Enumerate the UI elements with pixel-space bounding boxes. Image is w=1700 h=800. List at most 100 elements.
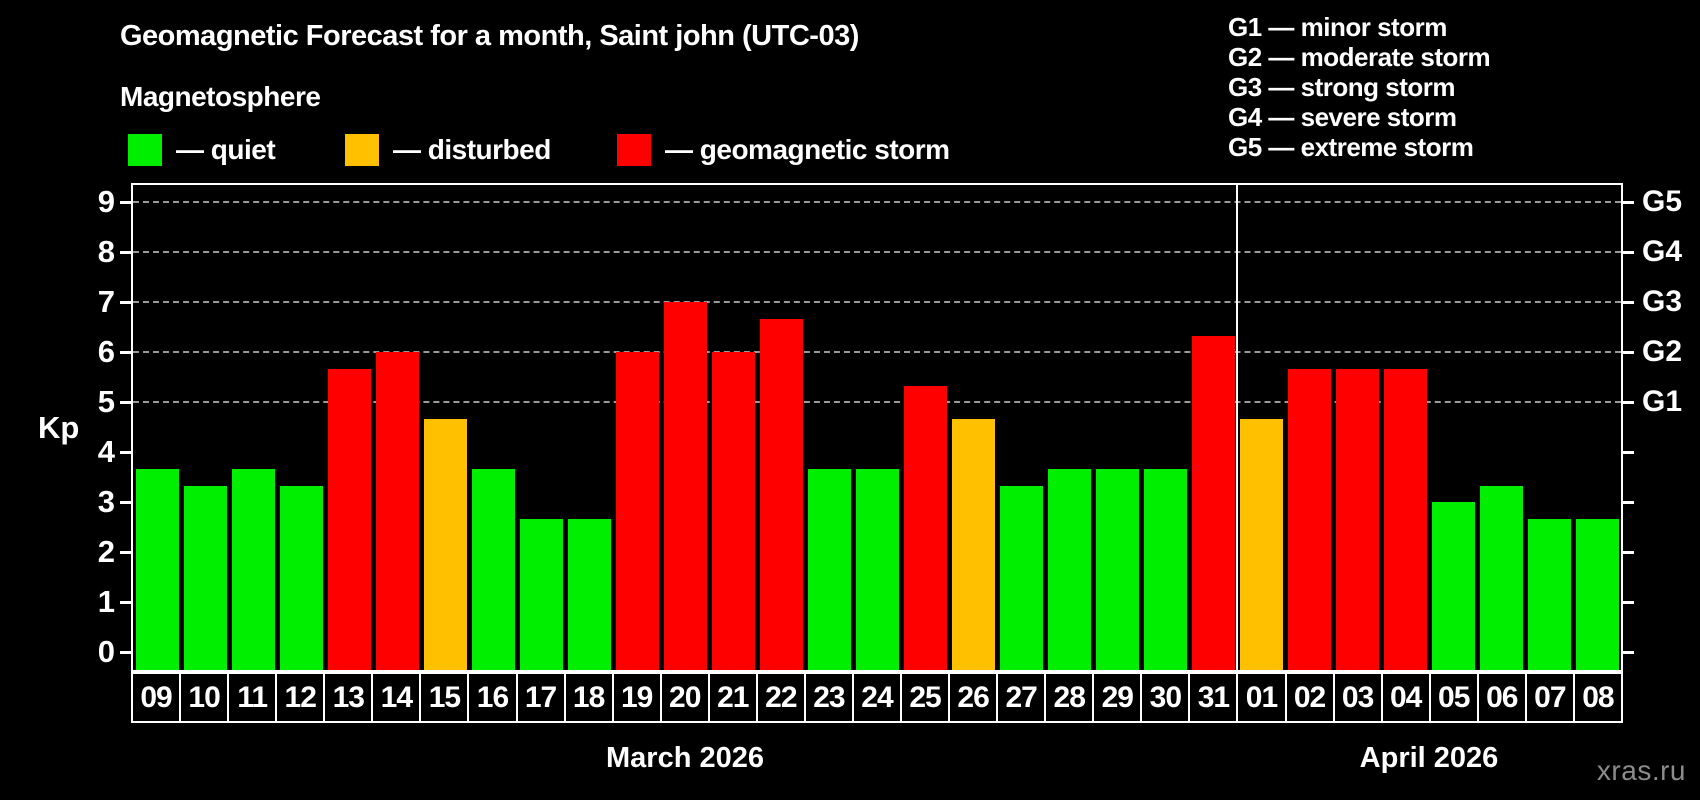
y-tick-left-5	[120, 400, 131, 404]
plot-area	[131, 183, 1623, 672]
kp-bar-10	[183, 485, 227, 670]
kp-bar-02	[1287, 368, 1331, 670]
y-tick-right-0	[1623, 650, 1634, 654]
y-tick-right-6	[1623, 350, 1634, 354]
day-cell-12: 12	[277, 674, 326, 721]
g-axis-label-G4: G4	[1642, 235, 1683, 268]
day-cell-18: 18	[566, 674, 614, 721]
kp-bar-08	[1575, 518, 1619, 670]
x-axis-day-row: 09 10 11 12 13 14 15 16 17 18 19 20 21 22 23 24 25 26 27 28…	[131, 672, 1623, 723]
day-cell-22: 22	[758, 674, 806, 721]
kp-bar-13	[327, 368, 371, 670]
kp-bar-22	[759, 318, 803, 670]
kp-bar-09	[135, 468, 179, 670]
month-label: March 2026	[606, 742, 764, 774]
y-tick-label-8: 8	[97, 234, 115, 269]
day-cell-31: 31	[1190, 674, 1239, 721]
kp-bar-25	[903, 385, 947, 670]
gridline-kp8	[133, 251, 1621, 253]
kp-bar-28	[1047, 468, 1091, 670]
g-legend-item: G1 — minor storm	[1228, 12, 1447, 42]
kp-bar-05	[1431, 502, 1475, 670]
gridline-kp9	[133, 201, 1621, 203]
g-axis-label-G1: G1	[1642, 385, 1683, 418]
day-cell-04: 04	[1383, 674, 1431, 721]
y-tick-label-5: 5	[97, 384, 115, 419]
day-cell-13: 13	[325, 674, 374, 721]
y-tick-right-8	[1623, 250, 1634, 254]
kp-bar-24	[855, 468, 899, 670]
g-scale-legend: G1 — minor storm G2 — moderate storm G3 — …	[1228, 12, 1491, 162]
y-tick-label-7: 7	[97, 284, 115, 319]
y-tick-label-4: 4	[97, 434, 115, 469]
g-axis-label-G3: G3	[1642, 285, 1683, 318]
legend-item-disturbed: — disturbed	[345, 133, 551, 167]
storm-legend-label: — geomagnetic storm	[665, 134, 950, 165]
g-legend-item: G2 — moderate storm	[1228, 42, 1491, 72]
kp-bar-27	[999, 485, 1043, 670]
day-cell-16: 16	[469, 674, 518, 721]
kp-bar-30	[1143, 468, 1187, 670]
y-tick-right-2	[1623, 550, 1634, 554]
day-cell-07: 07	[1527, 674, 1575, 721]
day-cell-28: 28	[1046, 674, 1095, 721]
day-cell-01: 01	[1238, 674, 1287, 721]
day-cell-21: 21	[710, 674, 758, 721]
kp-bar-26	[951, 418, 995, 670]
g-legend-item: G5 — extreme storm	[1228, 132, 1474, 162]
gridline-kp5	[133, 401, 1621, 403]
y-tick-label-6: 6	[97, 334, 115, 369]
day-cell-11: 11	[229, 674, 278, 721]
day-cell-30: 30	[1142, 674, 1191, 721]
y-tick-left-0	[120, 650, 131, 654]
y-tick-right-7	[1623, 300, 1634, 304]
day-cell-14: 14	[373, 674, 422, 721]
kp-bar-11	[231, 468, 275, 670]
kp-bar-17	[519, 518, 563, 670]
kp-bar-06	[1479, 485, 1523, 670]
disturbed-color-swatch	[345, 134, 379, 166]
chart-title: Geomagnetic Forecast for a month, Saint …	[120, 20, 859, 52]
day-cell-08: 08	[1582, 680, 1614, 714]
kp-bar-01	[1239, 418, 1283, 670]
quiet-color-swatch	[128, 134, 162, 166]
month-divider	[1236, 185, 1238, 670]
day-cell-03: 03	[1335, 674, 1383, 721]
day-cell-27: 27	[998, 674, 1047, 721]
y-tick-left-3	[120, 500, 131, 504]
day-cell-06: 06	[1479, 674, 1527, 721]
day-cell-26: 26	[950, 674, 999, 721]
day-cell-24: 24	[854, 674, 902, 721]
kp-bar-12	[279, 485, 323, 670]
y-tick-label-0: 0	[97, 634, 115, 669]
kp-bar-23	[807, 468, 851, 670]
kp-bar-07	[1527, 518, 1571, 670]
g-legend-item: G4 — severe storm	[1228, 102, 1457, 132]
kp-bar-18	[567, 518, 611, 670]
kp-bar-20	[663, 302, 707, 670]
day-cell-20: 20	[662, 674, 710, 721]
y-tick-label-1: 1	[97, 584, 115, 619]
g-axis-label-G2: G2	[1642, 335, 1683, 368]
gridline-kp7	[133, 301, 1621, 303]
legend-item-storm: — geomagnetic storm	[617, 133, 950, 167]
magnetosphere-label: Magnetosphere	[120, 81, 321, 112]
y-tick-label-3: 3	[97, 484, 115, 519]
y-tick-left-7	[120, 300, 131, 304]
y-tick-right-5	[1623, 400, 1634, 404]
kp-bar-31	[1191, 335, 1235, 670]
gridline-kp6	[133, 351, 1621, 353]
legend-item-quiet: — quiet	[128, 133, 276, 167]
day-cell-17: 17	[518, 674, 566, 721]
g-axis-label-G5: G5	[1642, 185, 1683, 218]
day-cell-29: 29	[1094, 674, 1143, 721]
y-tick-label-9: 9	[97, 184, 115, 219]
y-tick-left-1	[120, 600, 131, 604]
y-tick-right-1	[1623, 600, 1634, 604]
day-cell-09: 09	[133, 674, 182, 721]
y-tick-left-8	[120, 250, 131, 254]
month-label: April 2026	[1359, 742, 1499, 774]
y-tick-right-3	[1623, 500, 1634, 504]
kp-bar-14	[375, 352, 419, 670]
